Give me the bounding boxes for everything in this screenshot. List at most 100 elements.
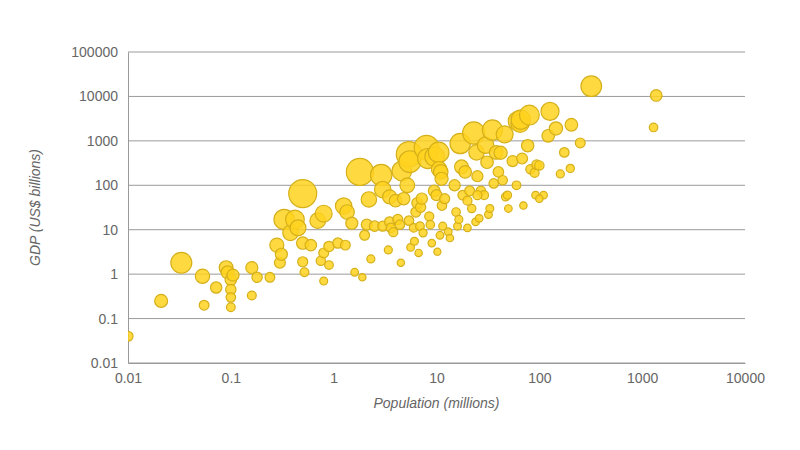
bubble bbox=[536, 195, 543, 202]
y-axis-title: GDP (US$ billions) bbox=[27, 149, 43, 266]
y-tick-label: 100000 bbox=[71, 44, 118, 60]
y-tick: 10 bbox=[102, 222, 128, 238]
bubble bbox=[252, 272, 262, 282]
bubble bbox=[211, 282, 222, 293]
bubble bbox=[503, 191, 511, 199]
bubble bbox=[195, 269, 209, 283]
bubble bbox=[360, 230, 370, 240]
y-axis: 0.01 0.1 1 10 100 1000 10000 100000 bbox=[71, 44, 128, 371]
y-tick: 1 bbox=[110, 266, 128, 282]
y-tick-label: 1000 bbox=[87, 133, 118, 149]
grid-line bbox=[128, 318, 745, 319]
plot-area: 0.01 0.1 1 10 100 1000 10000 0.01 0.1 1 10 100 1000 1… bbox=[71, 44, 765, 386]
x-tick-label: 1 bbox=[330, 370, 338, 386]
bubble bbox=[541, 102, 559, 120]
x-tick: 0.1 bbox=[222, 363, 242, 386]
bubble bbox=[128, 331, 133, 341]
x-tick-label: 0.1 bbox=[222, 370, 242, 386]
bubble bbox=[341, 240, 351, 250]
y-tick: 100000 bbox=[71, 44, 128, 60]
bubble bbox=[519, 105, 539, 125]
bubble bbox=[290, 220, 306, 236]
bubble bbox=[410, 237, 418, 245]
bubble bbox=[446, 234, 453, 241]
bubble bbox=[389, 228, 398, 237]
bubble bbox=[428, 142, 448, 162]
bubble bbox=[305, 239, 317, 251]
bubble bbox=[227, 269, 239, 281]
bubble bbox=[226, 303, 235, 312]
bubble bbox=[359, 274, 366, 281]
bubble bbox=[247, 291, 256, 300]
bubble bbox=[265, 272, 275, 282]
bubble bbox=[575, 138, 585, 148]
x-tick-label: 0.01 bbox=[115, 370, 142, 386]
bubble bbox=[289, 180, 317, 208]
bubble bbox=[449, 180, 460, 191]
bubble bbox=[473, 191, 482, 200]
bubble bbox=[649, 123, 658, 132]
bubble bbox=[581, 76, 602, 97]
x-tick: 0.01 bbox=[115, 363, 142, 386]
bubble bbox=[455, 215, 463, 223]
bubble bbox=[397, 259, 404, 266]
y-tick-label: 10000 bbox=[79, 88, 118, 104]
x-tick-label: 1000 bbox=[627, 370, 658, 386]
y-tick: 0.01 bbox=[91, 355, 128, 371]
bubble bbox=[496, 126, 513, 143]
y-tick: 0.1 bbox=[99, 311, 128, 327]
y-tick-label: 10 bbox=[102, 222, 118, 238]
bubble bbox=[440, 194, 450, 204]
bubble bbox=[398, 192, 410, 204]
bubble bbox=[436, 231, 444, 239]
bubble bbox=[650, 90, 662, 102]
y-tick-label: 100 bbox=[95, 177, 119, 193]
bubble bbox=[549, 122, 562, 135]
bubble bbox=[426, 220, 434, 228]
bubble bbox=[346, 158, 373, 185]
bubble bbox=[486, 205, 494, 213]
x-tick: 1000 bbox=[627, 363, 658, 386]
bubble bbox=[419, 229, 427, 237]
x-tick-label: 100 bbox=[528, 370, 552, 386]
x-tick-label: 10000 bbox=[726, 370, 765, 386]
grid-line bbox=[128, 274, 745, 275]
bubble bbox=[535, 161, 544, 170]
y-tick-label: 1 bbox=[110, 266, 118, 282]
bubble bbox=[566, 164, 574, 172]
grid-line bbox=[128, 229, 745, 230]
chart: 0.01 0.1 1 10 100 1000 10000 0.01 0.1 1 10 100 1000 1… bbox=[0, 0, 800, 450]
bubble bbox=[463, 196, 472, 205]
x-axis-title: Population (millions) bbox=[373, 395, 499, 411]
x-tick: 100 bbox=[528, 363, 552, 386]
bubble bbox=[400, 178, 415, 193]
y-tick: 10000 bbox=[79, 88, 128, 104]
bubble bbox=[428, 239, 435, 246]
bubble bbox=[489, 179, 498, 188]
bubble bbox=[435, 172, 448, 185]
bubble bbox=[520, 202, 527, 209]
bubble bbox=[505, 205, 513, 213]
bubble bbox=[171, 252, 192, 273]
bubble bbox=[560, 148, 570, 158]
bubble bbox=[434, 248, 441, 255]
x-tick: 10 bbox=[429, 363, 445, 386]
bubble bbox=[155, 294, 168, 307]
grid-line bbox=[128, 363, 745, 364]
bubble bbox=[367, 255, 375, 263]
bubble bbox=[416, 193, 427, 204]
x-tick: 10000 bbox=[726, 363, 765, 386]
bubble bbox=[521, 139, 533, 151]
bubble bbox=[494, 146, 507, 159]
bubble bbox=[415, 249, 422, 256]
bubble bbox=[226, 293, 235, 302]
grid bbox=[128, 52, 745, 363]
x-tick: 1 bbox=[330, 363, 338, 386]
y-tick: 100 bbox=[95, 177, 128, 193]
y-axis-line bbox=[128, 53, 129, 364]
bubble bbox=[395, 220, 404, 229]
bubble bbox=[351, 268, 359, 276]
bubble bbox=[384, 246, 392, 254]
y-tick: 1000 bbox=[87, 133, 128, 149]
bubble bbox=[425, 212, 434, 221]
